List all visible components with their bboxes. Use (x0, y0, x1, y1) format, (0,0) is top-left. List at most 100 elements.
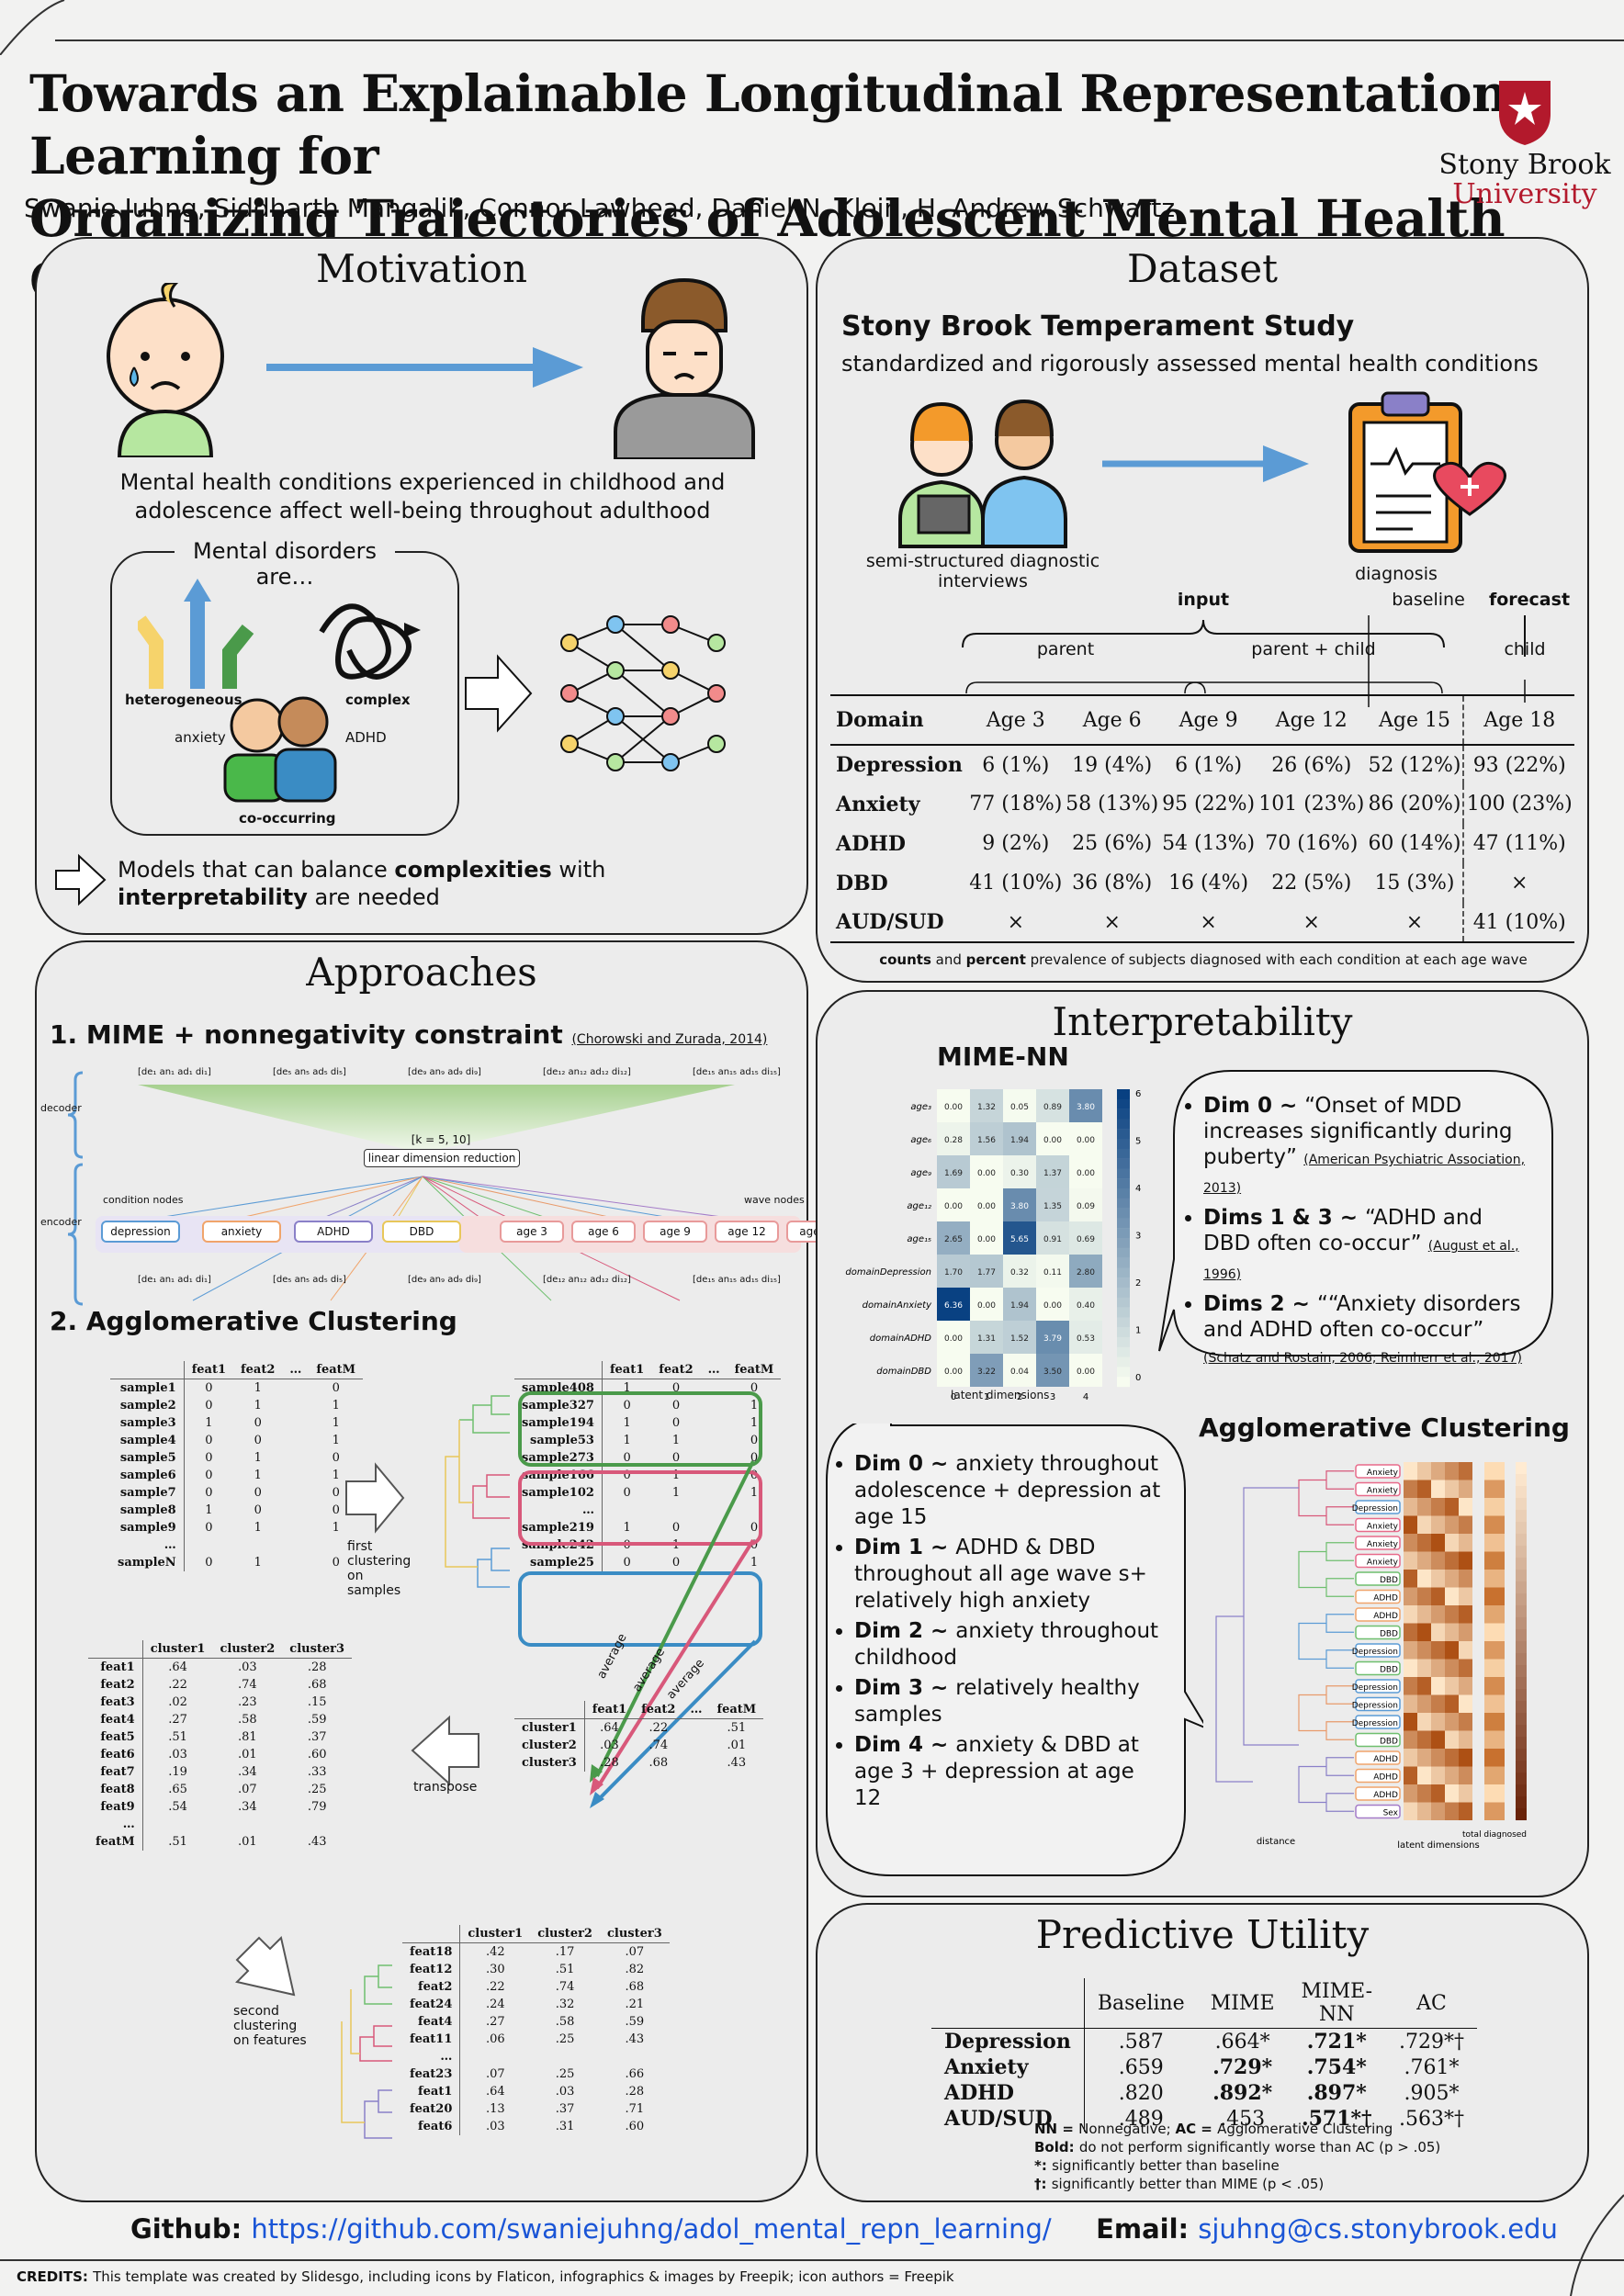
mini-row: cluster1 .64 .22 .51 (514, 1718, 763, 1737)
mini-cell: featM (88, 1833, 143, 1851)
mini-cell: sample3 (110, 1414, 185, 1432)
mini-cell: .74 (555, 1980, 575, 1994)
ac-row-tag (1355, 1500, 1401, 1514)
enc-group-5: [de₁₅ an₁₅ ad₁₅ di₁₅] (692, 1275, 781, 1285)
colorbar-segment (1117, 1297, 1130, 1308)
mini-cell: .03 (600, 1739, 619, 1752)
ac-cell (1431, 1551, 1445, 1570)
note4-bold: †: (1034, 2176, 1052, 2192)
mime-citation[interactable]: (Chorowski and Zurada, 2014) (571, 1032, 768, 1047)
encoder-node: anxiety (202, 1221, 281, 1243)
ac-cell (1417, 1694, 1431, 1713)
baseline-label: baseline (1392, 590, 1465, 610)
ac-colorbar-segment (1516, 1641, 1527, 1653)
github-link[interactable]: https://github.com/swaniejuhng/adol_ment… (251, 2213, 1052, 2245)
prevalence-cell: × (1103, 910, 1121, 934)
mini-cell: .17 (555, 1945, 575, 1959)
mini-cell: 0 (623, 1486, 631, 1500)
mini-cell: .07 (238, 1783, 257, 1796)
ac-row-tag (1355, 1804, 1401, 1819)
ac-dendro-branch (1298, 1550, 1326, 1589)
mini-row: sample1 0 1 0 (110, 1379, 363, 1397)
mini-row: … (514, 1502, 781, 1519)
mini-cell: 0 (623, 1451, 631, 1465)
mini-cell: 0 (750, 1521, 759, 1535)
ac-cell (1445, 1605, 1459, 1624)
sad-adult-icon (614, 277, 755, 459)
heatmap-cell (1003, 1188, 1036, 1221)
dim-label: Dim 0 ~ (854, 1452, 956, 1476)
prevalence-cell: 41 (10%) (1462, 903, 1574, 942)
mini-row: sample7 0 0 0 (110, 1484, 363, 1502)
ac-cell (1431, 1802, 1445, 1820)
ac-dendro-branch (1325, 1470, 1354, 1490)
prevalence-cell: 25 (6%) (1072, 832, 1153, 855)
transpose-label: transpose (413, 1780, 478, 1795)
mini-cell: feat6 (88, 1746, 143, 1763)
mini-cell: 1 (623, 1381, 631, 1395)
ac-cell (1445, 1766, 1459, 1784)
heatmap-cell (1069, 1288, 1102, 1321)
prevalence-cell: 36 (8%) (1072, 872, 1153, 895)
dim-label: Dims 1 & 3 ~ (1203, 1206, 1366, 1230)
heatmap-cell (1036, 1321, 1069, 1354)
ac-total-cell (1484, 1641, 1505, 1660)
prevalence-row: Anxiety 77 (18%) 58 (13%) 95 (22%) 101 (23%)… (830, 784, 1574, 824)
heatmap-row-label: domainAnxiety (863, 1300, 932, 1311)
heatmap-value: 0.05 (1010, 1103, 1029, 1112)
mini-cell: 0 (750, 1451, 759, 1465)
prevalence-cell: 6 (1%) (1175, 753, 1243, 777)
mini-cell: .64 (168, 1660, 187, 1674)
dim-citation[interactable]: (Schatz and Rostain, 2006; Reimherr et a… (1203, 1351, 1522, 1366)
ac-cell (1417, 1462, 1431, 1480)
mini-cell: 0 (205, 1381, 213, 1395)
heatmap-row-label: age₆ (910, 1135, 931, 1145)
prevalence-cell: 77 (18%) (969, 793, 1063, 816)
ac-row-label: DBD (1380, 1630, 1398, 1639)
mini-cell: .25 (307, 1783, 327, 1796)
ac-cell (1431, 1623, 1445, 1641)
dim-citation[interactable]: (American Psychiatric Association, 2013) (1203, 1153, 1526, 1196)
mini-row: … (402, 2048, 670, 2065)
mini-cell (282, 1432, 309, 1449)
dec-group-5: [de₁₅ an₁₅ ad₁₅ di₁₅] (692, 1067, 781, 1077)
ac-cell (1459, 1551, 1472, 1570)
heatmap-cell (1003, 1288, 1036, 1321)
mini-row: feat2 .22 .74 .68 (402, 1978, 670, 1996)
mini-header-row: feat1 feat2… featM (514, 1361, 782, 1379)
mini-cell: 0 (332, 1556, 340, 1570)
email-link[interactable]: sjuhng@cs.stonybrook.edu (1198, 2213, 1558, 2245)
conclusion-text-3: are needed (307, 884, 440, 910)
heatmap-value: 1.70 (944, 1268, 963, 1277)
dim-text: ADHD & DBD throughout all age wave s+ re… (854, 1536, 1147, 1613)
enc-group-4: [de₁₂ an₁₂ ad₁₂ di₁₂] (542, 1275, 631, 1285)
mini-row: sample219 1 0 0 (514, 1519, 781, 1536)
ac-row-tag (1355, 1571, 1401, 1586)
ac-cell (1459, 1766, 1472, 1784)
mini-row: … (88, 1816, 352, 1833)
pred-cell: .587 (1083, 2028, 1198, 2054)
ac-dendro-branch (1298, 1765, 1326, 1804)
heatmap-value: 3.80 (1010, 1202, 1029, 1211)
dec-group-2: [de₅ an₅ ad₅ di₅] (272, 1067, 346, 1077)
ac-colorbar-segment (1516, 1689, 1527, 1701)
ac-latent-label: latent dimensions (1397, 1840, 1479, 1851)
ac-cell (1445, 1677, 1459, 1695)
ac-row-label: Anxiety (1367, 1540, 1399, 1549)
heatmap-cell (1003, 1354, 1036, 1387)
dim-text: relatively healthy samples (854, 1676, 1140, 1727)
pred-row: Anxiety .659 .729* .754* .761* (931, 2054, 1477, 2080)
mini-cell: 0 (205, 1451, 213, 1465)
ac-cell (1431, 1677, 1445, 1695)
ac-heading: 2. Agglomerative Clustering (50, 1306, 457, 1336)
prevalence-cell: 60 (14%) (1368, 832, 1461, 855)
ac-dendro-branch (1298, 1622, 1326, 1660)
mini-cell: .43 (727, 1756, 747, 1770)
note3-text: significantly better than baseline (1052, 2157, 1280, 2174)
dim-citation[interactable]: (August et al., 1996) (1203, 1239, 1519, 1282)
parent-child-label: parent + child (1251, 639, 1376, 659)
pred-cell: .563*† (1399, 2107, 1464, 2131)
ac-cell (1445, 1802, 1459, 1820)
colorbar-tick: 2 (1135, 1278, 1141, 1289)
ac-row-label: ADHD (1373, 1612, 1398, 1621)
